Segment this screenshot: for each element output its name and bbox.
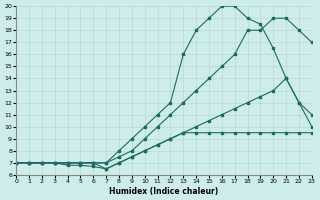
X-axis label: Humidex (Indice chaleur): Humidex (Indice chaleur) <box>109 187 219 196</box>
